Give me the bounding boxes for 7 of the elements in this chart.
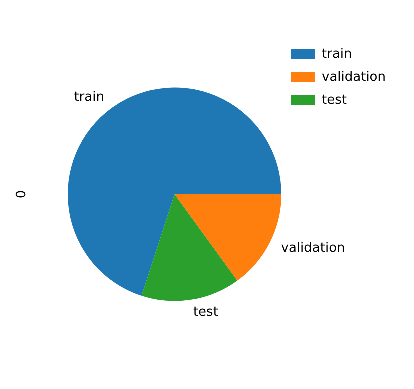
legend-label: test [322, 92, 347, 108]
slice-label: validation [281, 241, 346, 256]
legend-label: train [322, 46, 352, 62]
slice-label: test [193, 304, 218, 320]
slice-label: train [74, 90, 104, 106]
legend-label: validation [322, 70, 386, 85]
text: 0 [14, 190, 30, 199]
